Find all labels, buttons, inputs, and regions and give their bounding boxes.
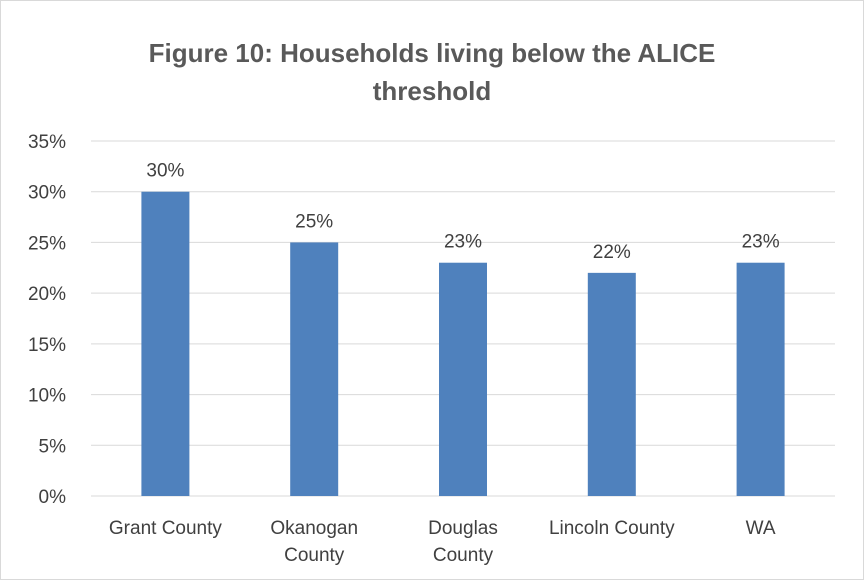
chart-title-line-2: threshold [372, 76, 492, 106]
data-label: 25% [295, 211, 333, 232]
bar [141, 191, 190, 496]
x-category-label: County [284, 545, 345, 566]
x-category-label: Lincoln County [549, 518, 675, 539]
y-tick-label: 0% [39, 487, 67, 508]
y-tick-label: 25% [28, 233, 66, 254]
x-category-label: Okanogan [270, 518, 358, 539]
y-tick-label: 30% [28, 183, 66, 204]
data-label: 30% [146, 161, 184, 182]
data-label: 23% [444, 232, 482, 253]
data-label: 22% [593, 242, 631, 263]
y-tick-label: 35% [28, 132, 66, 153]
chart-title-line-1: Figure 10: Households living below the A… [148, 38, 716, 68]
x-category-label: Grant County [109, 518, 222, 539]
bar [439, 262, 487, 496]
y-tick-label: 15% [28, 335, 66, 356]
bar [290, 242, 339, 496]
x-category-label: WA [746, 518, 776, 539]
data-label: 23% [742, 232, 780, 253]
x-category-label: Douglas [428, 518, 498, 539]
chart-title: Figure 10: Households living below the A… [0, 34, 864, 110]
bar [736, 262, 785, 496]
y-tick-label: 10% [28, 386, 66, 407]
y-tick-label: 20% [28, 284, 66, 305]
bar [587, 272, 636, 496]
x-category-label: County [433, 545, 494, 566]
y-tick-label: 5% [39, 436, 67, 457]
